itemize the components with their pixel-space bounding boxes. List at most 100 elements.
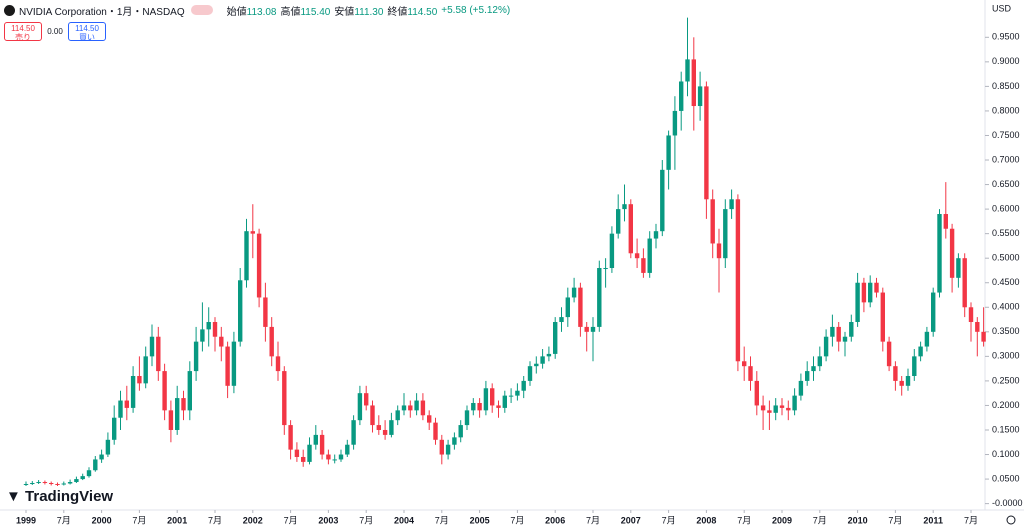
x-tick-label: 2008 xyxy=(696,515,716,525)
x-tick-label: 7月 xyxy=(132,515,146,525)
candle-body xyxy=(408,405,413,411)
candle-body xyxy=(666,135,671,170)
candle-body xyxy=(30,483,35,485)
candle-body xyxy=(86,470,92,477)
x-tick-label: 2011 xyxy=(923,515,943,525)
candle-body xyxy=(918,346,923,357)
candle-body xyxy=(981,331,986,342)
buy-button[interactable]: 114.50 買い xyxy=(68,22,106,42)
candle-body xyxy=(244,231,249,281)
candle-body xyxy=(710,199,715,244)
candle-body xyxy=(445,444,451,455)
candle-body xyxy=(842,336,848,342)
ohlc-value: 115.40 xyxy=(300,6,331,18)
candle-body xyxy=(704,86,709,200)
x-tick-label: 7月 xyxy=(888,515,902,525)
candle-body xyxy=(464,410,470,426)
candle-body xyxy=(156,336,161,372)
candle-body xyxy=(414,400,419,411)
candle-body xyxy=(880,292,885,342)
candle-body xyxy=(193,341,199,372)
x-tick-label: 2005 xyxy=(470,515,490,525)
candle-body xyxy=(263,297,268,327)
candle-body xyxy=(427,415,432,423)
candle-body xyxy=(634,253,640,259)
compare-button[interactable] xyxy=(190,5,213,15)
candle-body xyxy=(760,405,766,411)
x-tick-label: 2000 xyxy=(92,515,112,525)
buy-label: 買い xyxy=(79,33,95,42)
candle-body xyxy=(496,405,501,408)
x-tick-label: 1999 xyxy=(16,515,36,525)
candle-body xyxy=(647,238,652,273)
y-tick-label: 0.4000 xyxy=(992,302,1020,312)
candle-body xyxy=(767,410,772,413)
ohlc-values: 始値113.08 高値115.40 安値111.30 終値114.50 xyxy=(223,3,438,18)
candle-body xyxy=(326,454,331,460)
buy-price: 114.50 xyxy=(75,24,99,33)
candle-body xyxy=(23,483,29,485)
candle-body xyxy=(508,395,514,397)
candle-body xyxy=(212,322,218,337)
candle-body xyxy=(313,434,318,445)
sell-button[interactable]: 114.50 売り xyxy=(4,22,42,42)
candle-body xyxy=(559,317,564,323)
ohlc-value: 113.08 xyxy=(246,6,277,18)
candle-body xyxy=(975,322,980,332)
candle-body xyxy=(886,341,892,367)
x-tick-label: 7月 xyxy=(510,515,524,525)
x-tick-label: 7月 xyxy=(813,515,827,525)
candle-body xyxy=(269,326,274,357)
candle-body xyxy=(332,459,337,461)
candle-body xyxy=(458,425,463,438)
candle-body xyxy=(345,444,350,455)
header: NVIDIA Corporation・1月・NASDAQ 始値113.08 高値1… xyxy=(4,2,510,18)
ohlc-label: 安値 xyxy=(334,6,355,18)
candle-body xyxy=(143,356,148,384)
candle-body xyxy=(36,482,41,484)
y-tick-label: 0.3000 xyxy=(992,351,1020,361)
candle-body xyxy=(99,454,104,460)
candle-body xyxy=(521,380,526,391)
candle-body xyxy=(742,361,747,367)
candle-body xyxy=(609,233,615,269)
candle-body xyxy=(376,425,381,430)
candle-body xyxy=(968,307,974,323)
ohlc-label: 始値 xyxy=(226,6,247,18)
x-tick-label: 7月 xyxy=(662,515,676,525)
candle-body xyxy=(811,366,816,372)
candle-body xyxy=(105,439,111,455)
candle-body xyxy=(80,476,85,480)
candle-body xyxy=(931,292,936,332)
x-tick-label: 2007 xyxy=(621,515,641,525)
candle-body xyxy=(187,371,192,411)
x-tick-label: 2006 xyxy=(545,515,565,525)
candle-body xyxy=(836,326,841,342)
candle-body xyxy=(162,371,167,411)
candle-body xyxy=(395,410,400,421)
candle-body xyxy=(899,380,904,386)
candle-body xyxy=(798,380,804,396)
candle-body xyxy=(124,400,129,408)
candle-body xyxy=(206,322,211,330)
candle-body xyxy=(754,380,759,406)
candle-body xyxy=(571,287,577,298)
candle-body xyxy=(628,204,633,254)
candle-body xyxy=(597,268,602,327)
x-tick-label: 7月 xyxy=(964,515,978,525)
y-tick-label: 0.9500 xyxy=(992,32,1020,42)
candle-body xyxy=(137,375,142,384)
x-tick-label: 7月 xyxy=(208,515,222,525)
y-tick-label: 0.7000 xyxy=(992,154,1020,164)
candle-body xyxy=(735,199,741,362)
candle-body xyxy=(622,204,627,210)
y-tick-label: 0.3500 xyxy=(992,326,1020,336)
candle-body xyxy=(319,434,325,455)
x-tick-label: 7月 xyxy=(737,515,751,525)
candle-body xyxy=(477,402,482,411)
settings-icon[interactable] xyxy=(1006,515,1016,525)
candle-body xyxy=(282,371,287,426)
candle-body xyxy=(578,287,583,327)
